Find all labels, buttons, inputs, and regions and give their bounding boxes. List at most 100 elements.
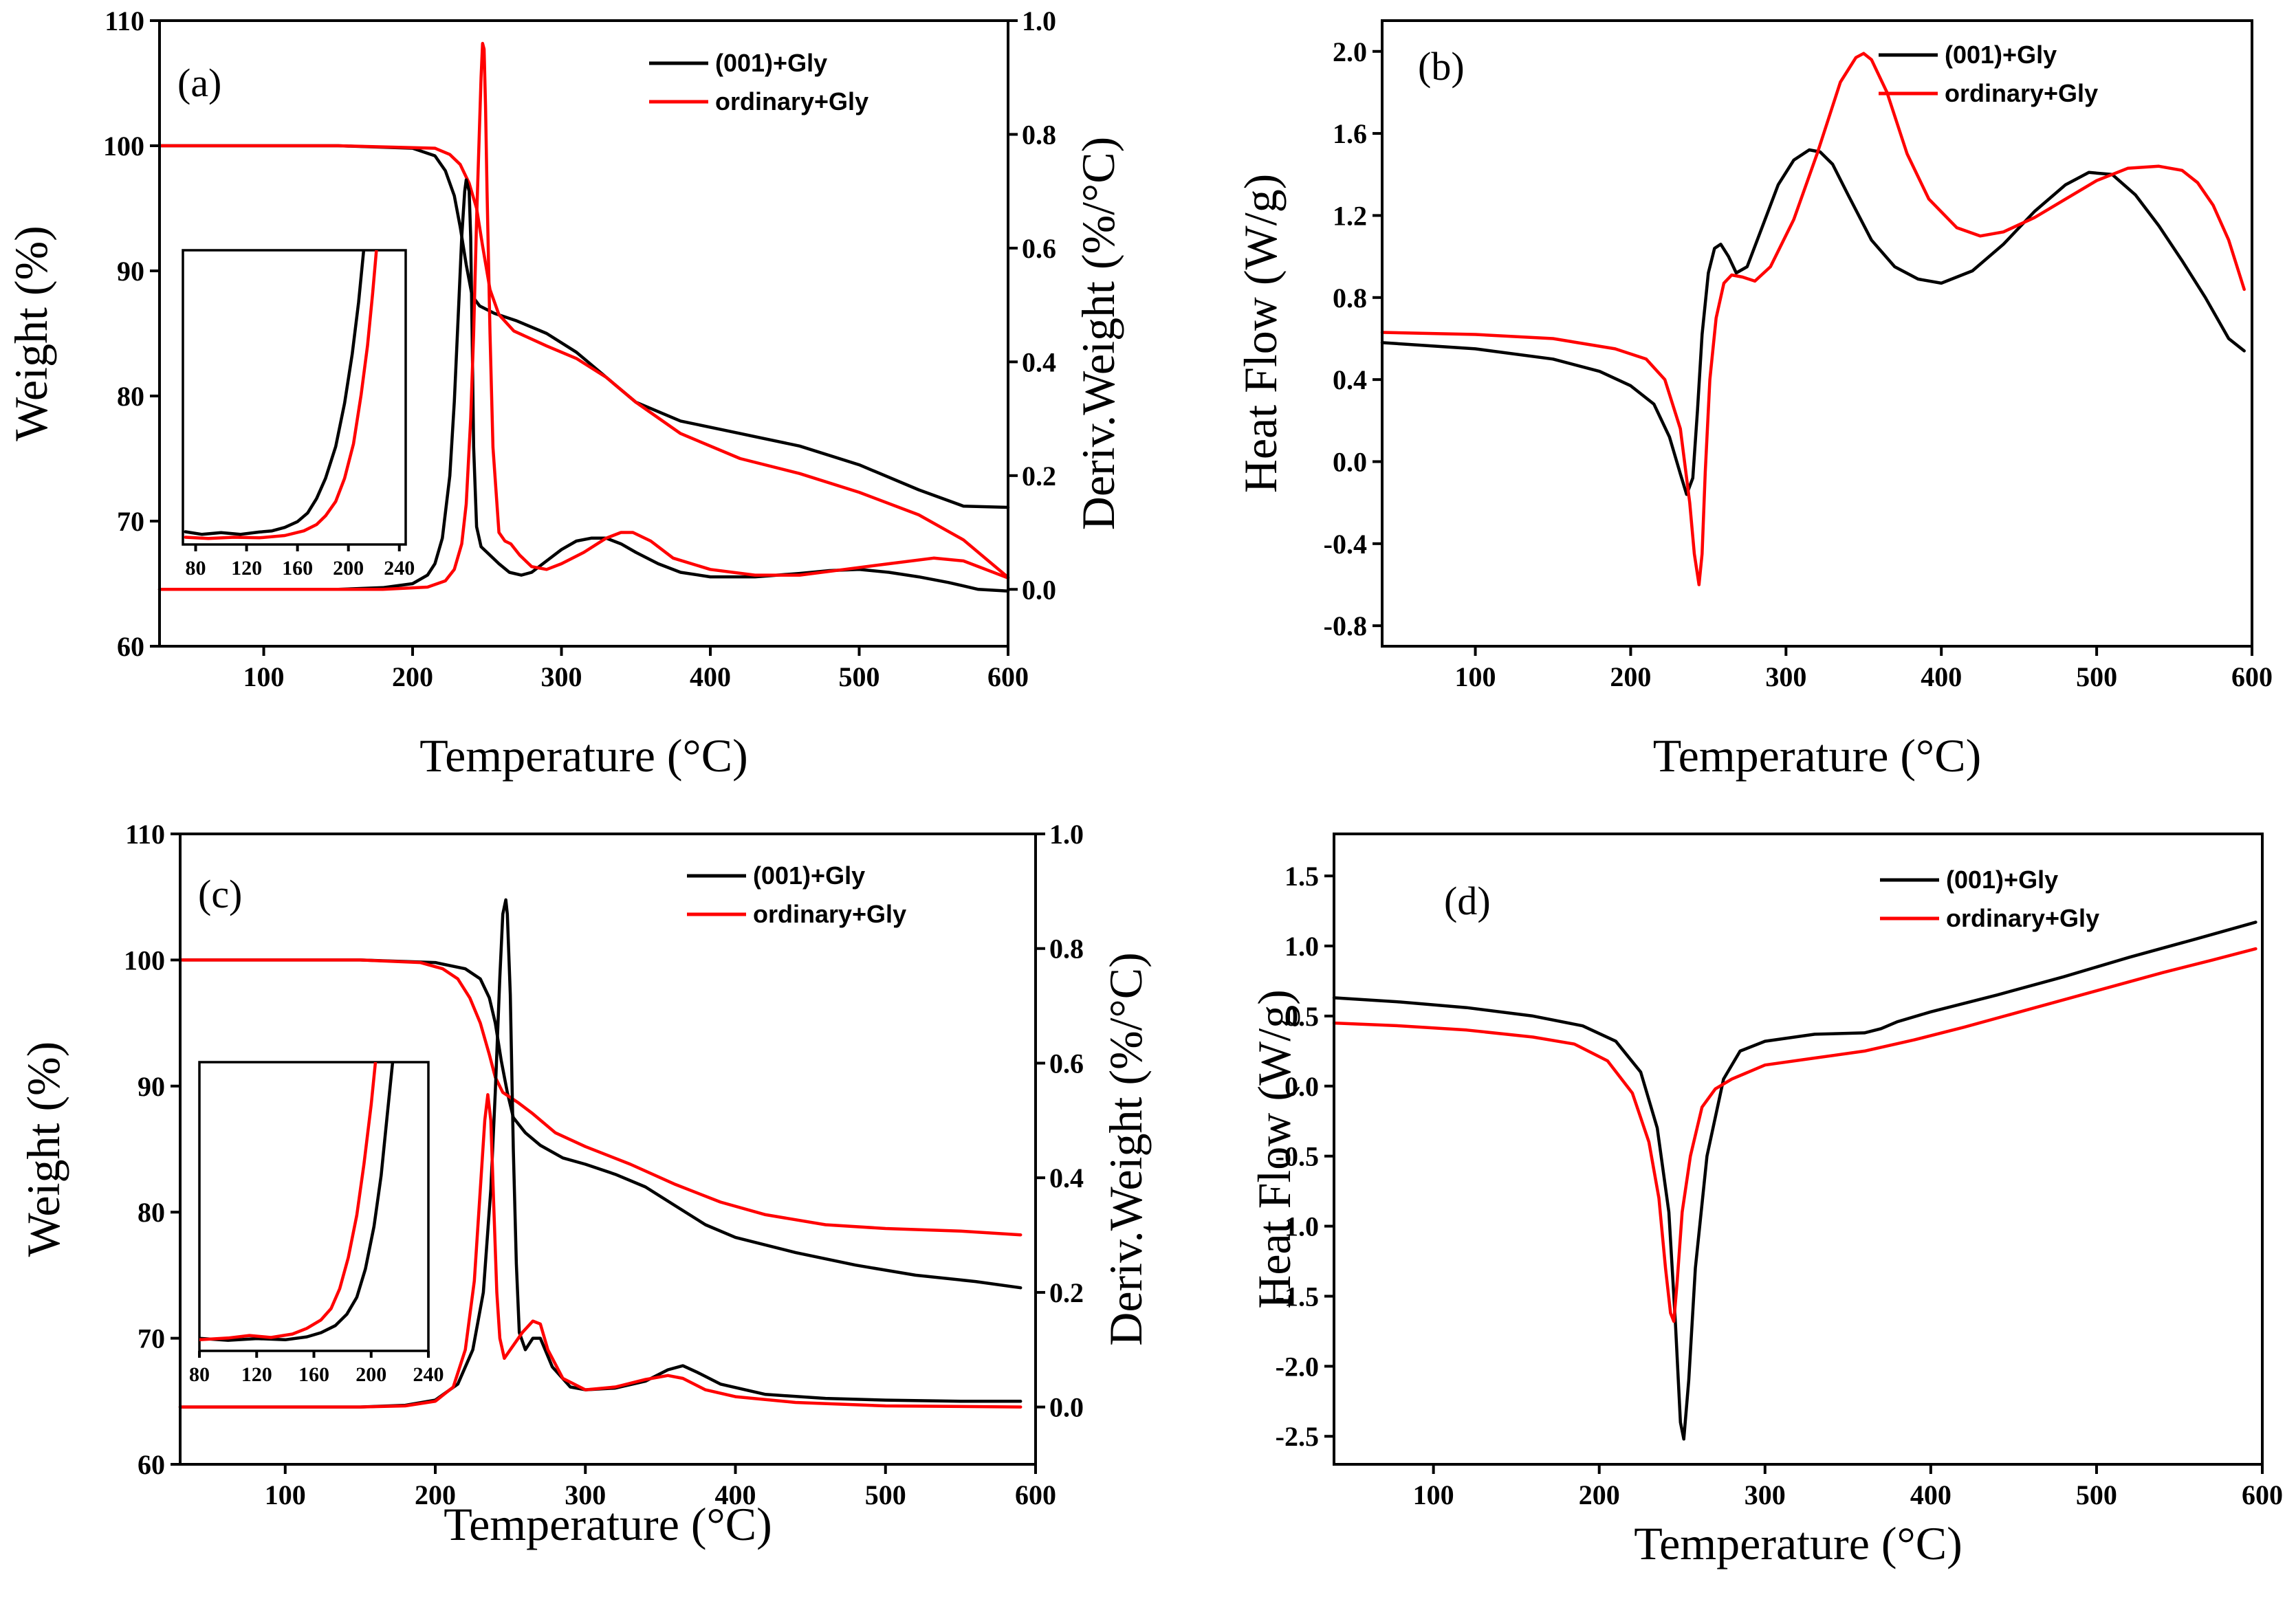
panel-label: (c) [198, 872, 242, 916]
y-axis-title: Weight (%) [5, 225, 57, 441]
inset-x-tick-label: 200 [356, 1363, 386, 1386]
inset-line-red [184, 250, 378, 540]
y-tick-label: -1.5 [1276, 1281, 1319, 1312]
panel-label: (b) [1418, 44, 1465, 89]
series-line-b-heatflow-black [1380, 148, 2246, 496]
plot-frame [179, 833, 1037, 1466]
x-tick-label: 600 [987, 661, 1029, 692]
legend-label: ordinary+Gly [1945, 79, 2098, 107]
x-tick-label: 200 [392, 661, 433, 692]
y-tick-label: 1.2 [1333, 200, 1367, 231]
inset-frame [182, 249, 407, 546]
inset-x-tick-label: 240 [413, 1363, 444, 1386]
y-tick-label: 70 [117, 506, 144, 537]
y-tick-label: 1.5 [1284, 861, 1319, 892]
series-line-c-derivative-black [178, 898, 1023, 1409]
y-tick-label: 110 [105, 5, 144, 36]
y-tick-label: 0.0 [1333, 446, 1367, 477]
y-tick-label: 100 [103, 131, 144, 162]
inset: 80 120 160 200 240 [189, 1061, 444, 1386]
series-line-d-heatflow-black [1332, 921, 2257, 1441]
y-tick-label: 70 [138, 1323, 165, 1354]
inset-line-black [184, 250, 366, 536]
series-line-a-weight-red [157, 144, 1010, 580]
y-tick-label: 90 [117, 256, 144, 287]
x-tick-label: 500 [2076, 1479, 2117, 1510]
y-tick-label: 0.4 [1333, 364, 1367, 395]
x-tick-label: 400 [690, 661, 731, 692]
x-tick-label: 200 [415, 1479, 456, 1510]
y-axis-title: Heat Flow (W/g) [1248, 989, 1300, 1309]
y2-tick-label: 0.4 [1049, 1163, 1084, 1193]
y-axis-title: Heat Flow (W/g) [1234, 174, 1287, 494]
y2-axis-title: Deriv.Weight (%/°C) [1100, 952, 1152, 1346]
legend-label: ordinary+Gly [1946, 904, 2099, 932]
y-tick-label: -2.0 [1276, 1351, 1319, 1382]
y2-tick-label: 0.2 [1022, 461, 1056, 492]
y-tick-label: 80 [138, 1197, 165, 1228]
x-tick-label: 400 [1910, 1479, 1951, 1510]
x-tick-label: 200 [1610, 661, 1651, 692]
x-tick-label: 200 [1579, 1479, 1620, 1510]
y-tick-label: 2.0 [1333, 36, 1367, 67]
x-tick-label: 300 [1745, 1479, 1786, 1510]
x-tick-label: 500 [865, 1479, 906, 1510]
plot-frame [158, 19, 1009, 648]
legend-label: ordinary+Gly [753, 900, 906, 928]
panel-label: (a) [177, 60, 221, 105]
y2-tick-label: 1.0 [1022, 5, 1056, 36]
plot-frame [1333, 833, 2264, 1466]
y2-tick-label: 0.0 [1022, 574, 1056, 605]
y-tick-label: 100 [124, 945, 165, 976]
y-tick-label: 0.5 [1284, 1001, 1319, 1032]
series-line-b-heatflow-red [1380, 52, 2246, 586]
x-tick-label: 400 [1921, 661, 1962, 692]
plot-frame [1381, 19, 2253, 648]
series-line-c-weight-black [178, 958, 1023, 1290]
x-tick-label: 100 [243, 661, 285, 692]
x-tick-label: 600 [2242, 1479, 2283, 1510]
legend-label: (001)+Gly [1946, 866, 2058, 894]
y-tick-label: 0.8 [1333, 283, 1367, 313]
y-tick-label: 80 [117, 381, 144, 412]
inset-x-tick-label: 80 [186, 557, 206, 580]
inset-x-tick-label: 120 [241, 1363, 272, 1386]
inset-x-tick-label: 200 [333, 557, 364, 580]
x-axis-title: Temperature (°C) [444, 1498, 772, 1550]
y2-tick-label: 0.6 [1022, 233, 1056, 264]
x-tick-label: 300 [1765, 661, 1806, 692]
x-tick-label: 500 [839, 661, 880, 692]
legend-label: (001)+Gly [1945, 41, 2057, 69]
y-tick-label: 0.0 [1284, 1071, 1319, 1102]
inset-x-tick-label: 160 [298, 1363, 329, 1386]
y2-tick-label: 0.6 [1049, 1048, 1084, 1079]
inset-line-black [199, 1062, 395, 1342]
x-tick-label: 400 [715, 1479, 756, 1510]
inset-frame [198, 1061, 430, 1352]
y2-tick-label: 0.2 [1049, 1277, 1084, 1308]
inset-x-tick-label: 80 [189, 1363, 210, 1386]
x-axis-title: Temperature (°C) [1634, 1517, 1962, 1570]
series-line-a-derivative-red [157, 41, 1010, 591]
y-tick-label: 60 [117, 631, 144, 662]
x-tick-label: 300 [541, 661, 582, 692]
y2-tick-label: 0.4 [1022, 346, 1056, 377]
x-axis-title: Temperature (°C) [1653, 729, 1981, 782]
x-tick-label: 600 [1015, 1479, 1056, 1510]
y2-tick-label: 0.8 [1022, 119, 1056, 150]
panel-c: 100 200 300 400 500 600 60 70 80 90 100 110 0.0 0.2 0.… [17, 819, 1152, 1550]
y-axis-title: Weight (%) [17, 1042, 69, 1257]
legend-label: (001)+Gly [753, 861, 865, 890]
inset: 80 120 160 200 240 [182, 249, 415, 580]
x-tick-label: 600 [2231, 661, 2273, 692]
y-tick-label: 60 [138, 1449, 165, 1480]
x-axis-title: Temperature (°C) [419, 729, 747, 782]
inset-x-tick-label: 240 [384, 557, 415, 580]
panel-a: 100 200 300 400 500 600 60 70 80 90 100 110 0.0 0.2 0.… [5, 5, 1124, 782]
legend-label: ordinary+Gly [715, 87, 868, 115]
series-line-c-weight-red [178, 958, 1023, 1237]
x-tick-label: 100 [1455, 661, 1496, 692]
panel-d: 100 200 300 400 500 600 -2.5 -2.0 -1.5 -1.0 -0.5 0.… [1248, 833, 2283, 1570]
y-tick-label: 90 [138, 1071, 165, 1102]
